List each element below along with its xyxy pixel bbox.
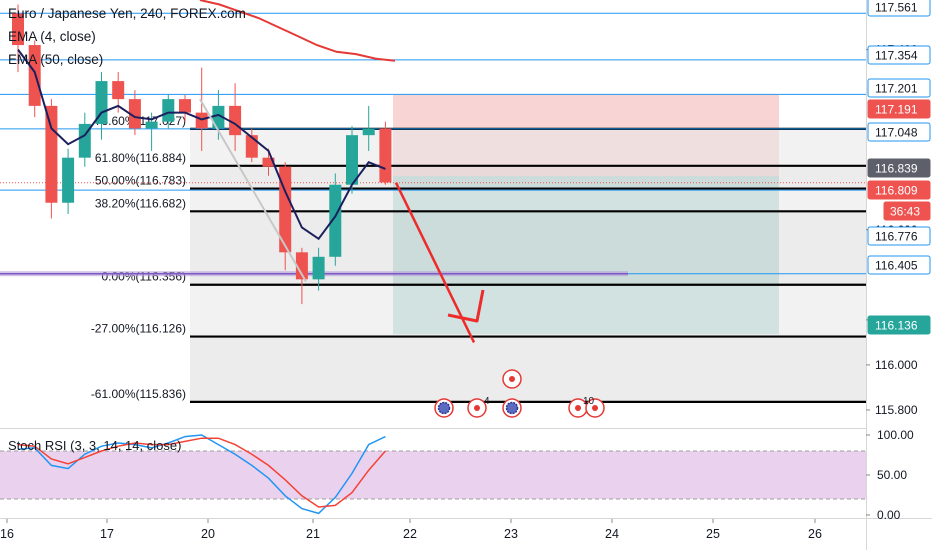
fib-label: 50.00%(116.783) xyxy=(95,174,186,188)
time-tick-label: 24 xyxy=(605,527,619,541)
arrow-head[interactable] xyxy=(447,289,485,323)
candle-body xyxy=(62,157,75,203)
stoch-tick-label: 0.00 xyxy=(877,508,901,522)
fib-zone xyxy=(190,284,866,337)
ema-lines xyxy=(17,0,396,241)
price-tag[interactable] xyxy=(867,0,931,17)
ema-fast-legend[interactable]: EMA (4, close) xyxy=(8,29,96,44)
price-tag-label: 116.809 xyxy=(875,184,918,198)
fibonacci-retracement[interactable]: 78.60%(117.027)61.80%(116.884)50.00%(116… xyxy=(91,114,866,403)
candle-body xyxy=(162,99,175,122)
stoch-tick-label: 100.00 xyxy=(877,428,914,442)
event-marker-dot xyxy=(592,405,598,411)
fib-label: -27.00%(116.126) xyxy=(91,322,186,336)
candle-body xyxy=(295,252,308,280)
price-tag[interactable] xyxy=(883,201,931,221)
fib-label: -61.00%(115.836) xyxy=(91,387,186,401)
candle-body xyxy=(212,105,225,129)
candle-body xyxy=(362,128,375,136)
price-tag[interactable] xyxy=(867,122,931,142)
price-tag[interactable] xyxy=(867,45,931,65)
time-tick-label: 20 xyxy=(201,527,215,541)
price-tick-label: 116.000 xyxy=(875,358,918,372)
candle-body xyxy=(245,135,258,158)
symbol-title[interactable]: Euro / Japanese Yen, 240, FOREX.com xyxy=(8,6,246,21)
arrow-shaft[interactable] xyxy=(394,182,476,343)
price-tag[interactable] xyxy=(867,315,931,335)
time-tick-label: 17 xyxy=(100,527,114,541)
candle-body xyxy=(229,105,242,136)
stoch-rsi-legend[interactable]: Stoch RSI (3, 3, 14, 14, close) xyxy=(8,438,182,453)
fib-zone xyxy=(190,128,866,166)
event-count-badge: 10 xyxy=(583,396,595,407)
time-tick-label: 25 xyxy=(706,527,720,541)
price-tag-label: 117.561 xyxy=(875,1,918,15)
drawing-tools[interactable] xyxy=(199,98,485,343)
candle-body xyxy=(45,105,58,203)
candle-body xyxy=(279,166,292,253)
candle-body xyxy=(112,81,125,100)
price-tag-label: 116.136 xyxy=(875,319,918,333)
price-tag-label: 117.201 xyxy=(875,82,918,96)
trend-line[interactable] xyxy=(199,98,307,283)
event-markers[interactable]: 4 10 xyxy=(434,369,605,418)
price-tag-label: 116.405 xyxy=(875,259,918,273)
candle-body xyxy=(145,121,158,129)
event-marker-inner xyxy=(505,401,519,415)
time-axis[interactable]: 16 17 20 21 22 23 24 25 26 xyxy=(0,519,822,541)
candle-body xyxy=(312,256,325,280)
price-tag-label: 117.354 xyxy=(875,49,918,63)
price-tag[interactable] xyxy=(867,255,931,275)
time-tick-label: 21 xyxy=(306,527,320,541)
price-tag[interactable] xyxy=(867,158,931,178)
time-tick-label: 16 xyxy=(0,527,14,541)
ema-slow-line xyxy=(199,0,396,62)
event-marker-dot xyxy=(474,405,480,411)
time-tick-label: 23 xyxy=(504,527,518,541)
fib-label: 38.20%(116.682) xyxy=(95,196,186,210)
candle-body xyxy=(12,13,24,46)
event-marker-dot xyxy=(509,376,515,382)
event-marker-inner xyxy=(437,401,451,415)
price-tag[interactable] xyxy=(867,78,931,98)
candle-body xyxy=(262,157,275,167)
price-tag[interactable] xyxy=(867,99,931,119)
candlestick-series xyxy=(12,4,392,305)
stoch-tick-label: 50.00 xyxy=(877,468,907,482)
fib-zone xyxy=(190,336,866,402)
price-tag-label: 36:43 xyxy=(890,205,920,219)
time-tick-label: 22 xyxy=(403,527,417,541)
stoch-d-line xyxy=(17,437,386,508)
candle-body xyxy=(346,135,358,185)
price-axis[interactable]: 117.400116.600116.200116.000115.800117.5… xyxy=(866,0,931,522)
fib-label: 61.80%(116.884) xyxy=(95,151,186,165)
stoch-band xyxy=(0,451,866,499)
event-count-badge: 4 xyxy=(484,396,490,407)
event-marker-dot xyxy=(575,405,581,411)
price-tick-label: 115.800 xyxy=(875,403,918,417)
price-tag-label: 117.048 xyxy=(875,126,918,140)
price-tag-label: 117.191 xyxy=(875,103,918,117)
time-tick-label: 26 xyxy=(808,527,822,541)
ema-fast-line xyxy=(17,49,386,241)
fib-zone xyxy=(190,188,866,212)
price-tag[interactable] xyxy=(867,226,931,246)
stoch-rsi-pane xyxy=(0,434,866,515)
candle-body xyxy=(329,184,342,257)
fib-zone xyxy=(190,165,866,189)
price-tag-label: 116.776 xyxy=(875,230,918,244)
candle-body xyxy=(195,112,208,129)
candle-body xyxy=(95,81,108,124)
candle-body xyxy=(179,99,191,113)
price-tag[interactable] xyxy=(867,180,931,200)
ema-slow-legend[interactable]: EMA (50, close) xyxy=(8,52,104,67)
candle-body xyxy=(379,128,392,183)
candle-body xyxy=(128,99,141,129)
price-tag-label: 116.839 xyxy=(875,162,918,176)
